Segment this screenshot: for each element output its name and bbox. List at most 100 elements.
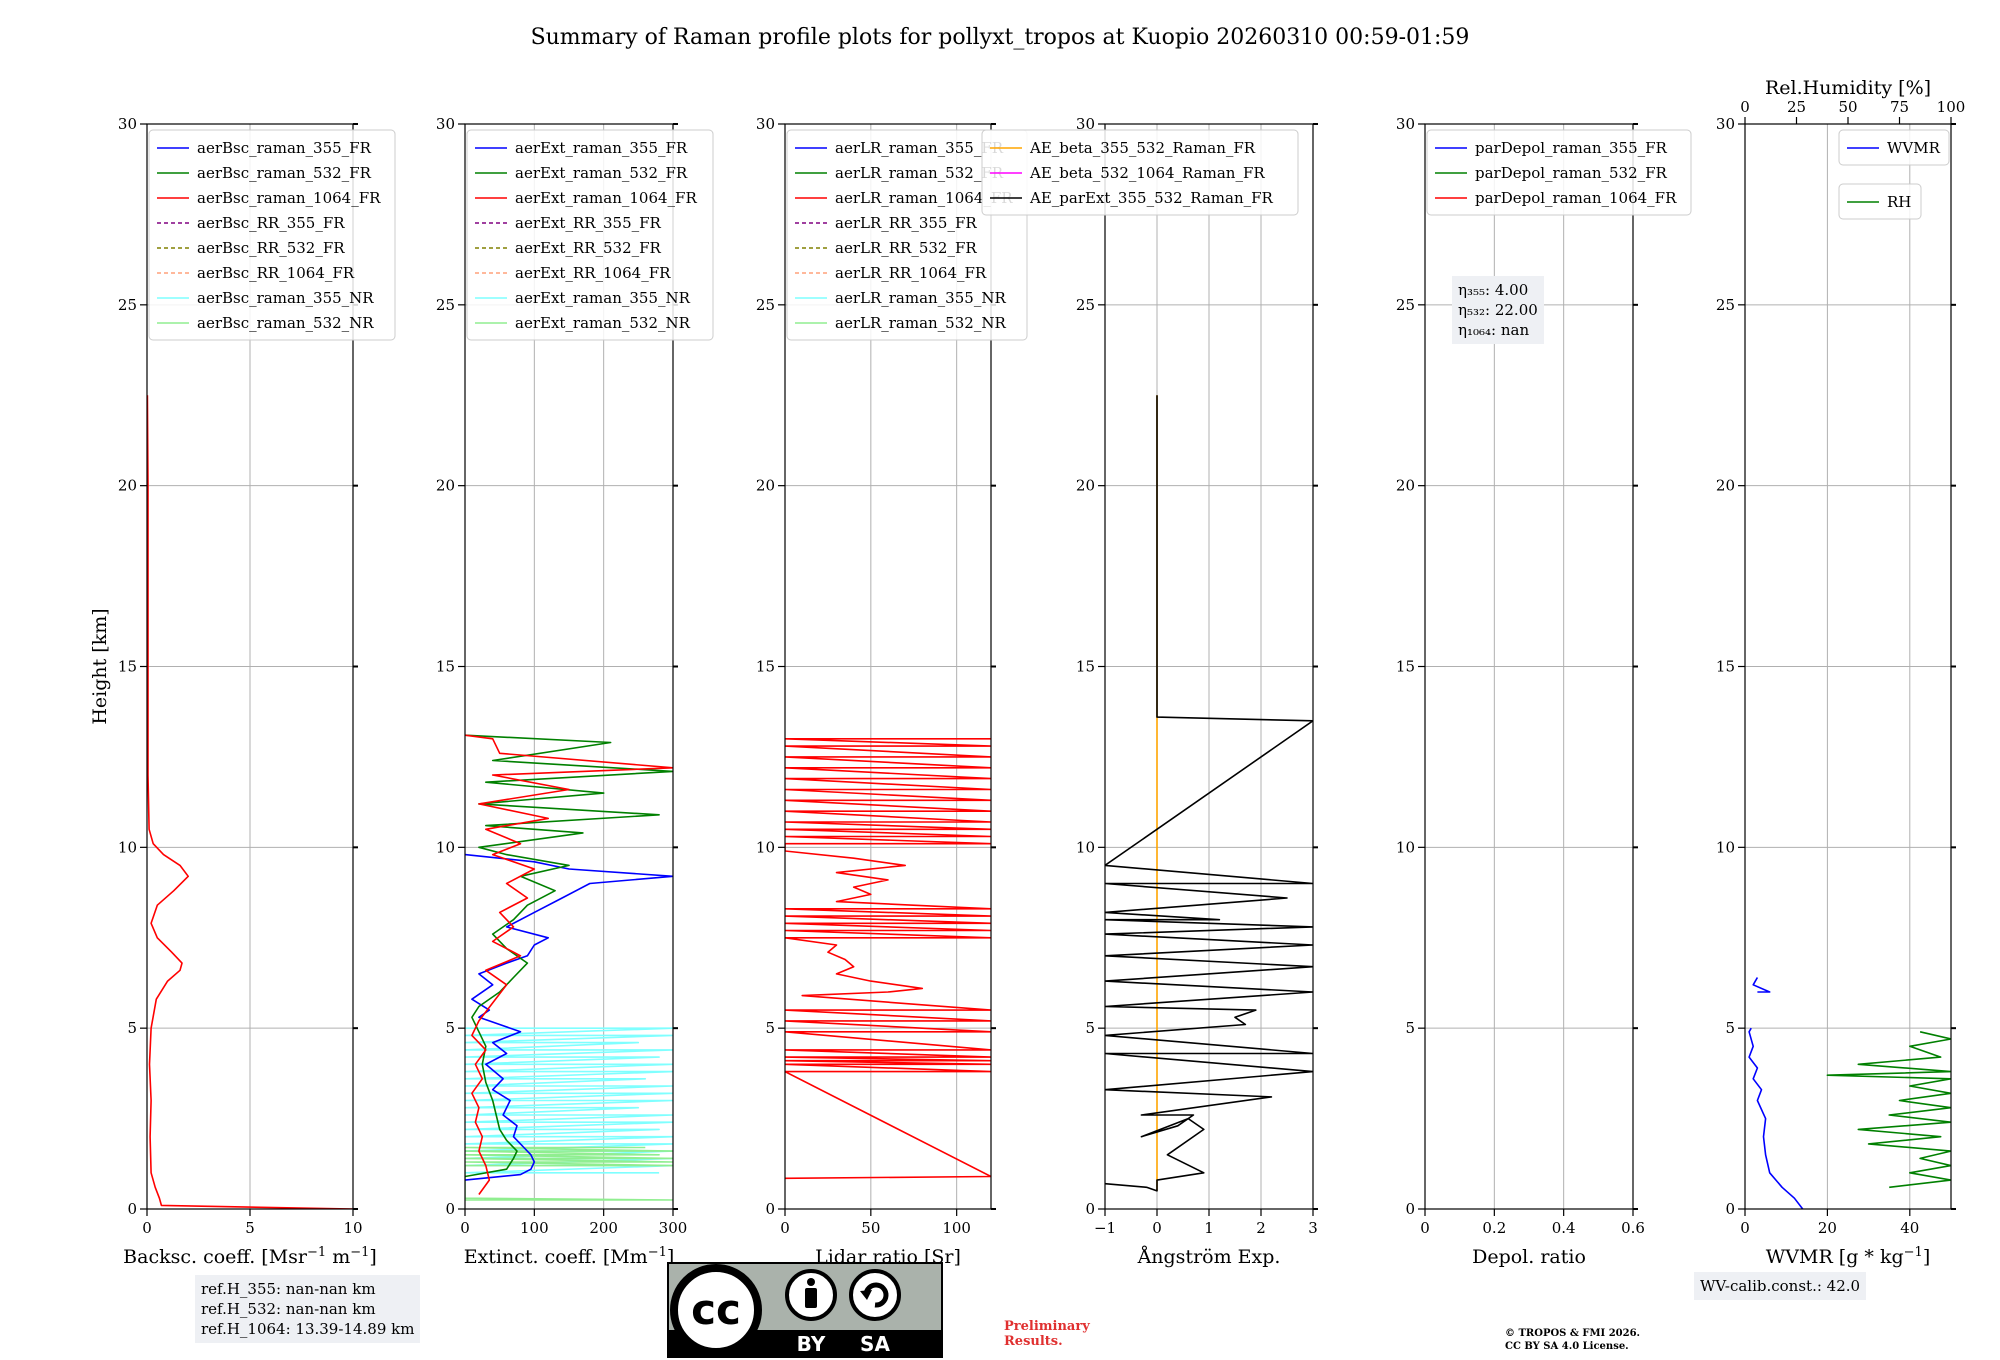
x-tick-label: 0.6 [1621,1219,1645,1237]
y-tick-label: 20 [436,477,455,495]
series-group [1748,977,1951,1209]
ref-h-355-label: ref.H_355: nan-nan km [201,1280,376,1298]
legend-entry: AE_parExt_355_532_Raman_FR [1029,189,1274,207]
eta-annotation-box: η₃₅₅: 4.00 η₅₃₂: 22.00 η₁₀₆₄: nan [1452,276,1544,344]
legend: aerBsc_raman_355_FR aerBsc_raman_532_FRae… [148,129,396,341]
legend-entry: aerBsc_raman_355_FR [197,139,372,157]
legend-entry: aerLR_raman_532_FR [835,164,1004,182]
y-tick-label: 10 [756,838,775,856]
y-tick-label: 25 [756,296,775,314]
y-tick-label: 10 [1716,838,1735,856]
legend-entry: aerBsc_raman_355_NR [197,289,374,307]
series-line-AE_parExt_355_532_Raman_FR [1105,395,1313,1192]
legend-entry: AE_beta_532_1064_Raman_FR [1029,164,1265,182]
x-tick-label: 40 [1900,1219,1919,1237]
y-tick-label: 20 [1076,477,1095,495]
legend-entry: aerLR_RR_1064_FR [835,264,987,282]
top-x-tick-label: 50 [1838,98,1857,116]
y-tick-label: 0 [1725,1200,1735,1218]
y-axis-label: Height [km] [89,608,111,724]
legend-entry: aerLR_raman_532_NR [835,314,1006,332]
y-tick-label: 0 [445,1200,455,1218]
legend-entry: aerBsc_raman_532_NR [197,314,374,332]
x-axis-label: Extinct. coeff. [Mm−1] [464,1245,675,1269]
y-tick-label: 25 [436,296,455,314]
y-tick-label: 0 [1085,1200,1095,1218]
legend-entry: aerLR_RR_355_FR [835,214,977,232]
copyright-note: © TROPOS & FMI 2026. CC BY SA 4.0 Licens… [1505,1327,1640,1353]
legend-entry: aerExt_raman_355_NR [515,289,691,307]
legend-entry: parDepol_raman_355_FR [1475,139,1668,157]
series-line-aerExt_raman_1064_FR [465,734,673,1195]
top-x-tick-label: 25 [1787,98,1806,116]
y-tick-label: 25 [118,296,137,314]
legend-entry: aerBsc_RR_355_FR [197,214,345,232]
x-tick-label: 0 [780,1219,790,1237]
reference-height-box: ref.H_355: nan-nan km ref.H_532: nan-nan… [195,1275,421,1343]
y-tick-label: 5 [1405,1019,1415,1037]
series-line-aerBsc_raman_1064_FR [147,395,353,1209]
y-tick-label: 20 [1716,477,1735,495]
top-x-tick-label: 0 [1740,98,1750,116]
series-line-aerLR_raman_1064_FR [785,737,991,1180]
series-line-aerExt_raman_532_FR [465,734,673,1178]
y-tick-label: 30 [1076,115,1095,133]
y-tick-label: 10 [436,838,455,856]
x-tick-label: 0.4 [1552,1219,1576,1237]
sa-share-alike-icon [849,1269,901,1321]
y-tick-label: 0 [127,1200,137,1218]
panel-depolarization: 0 0.2 0.4 0.6 0 5 10 15 20 25 30 Depol. ratio parDep… [1396,115,1692,1268]
top-x-tick-label: 100 [1937,98,1966,116]
x-tick-label: 1 [1204,1219,1214,1237]
y-tick-label: 15 [756,658,775,676]
x-tick-label: 20 [1818,1219,1837,1237]
legend-entry: aerLR_raman_355_FR [835,139,1004,157]
legend-entry: aerBsc_raman_1064_FR [197,189,381,207]
cc-logo-icon [670,1264,762,1356]
x-tick-label: 50 [861,1219,880,1237]
x-tick-label: 200 [589,1219,618,1237]
license-sa-label: SA [860,1332,890,1356]
cc-by-sa-license-badge: cc BY SA [667,1262,943,1358]
x-axis-label: Ångström Exp. [1137,1246,1281,1268]
series-line-WVMR [1748,1027,1804,1209]
legend: aerExt_raman_355_FR aerExt_raman_532_FRae… [466,129,714,341]
x-axis-label: WVMR [g * kg−1] [1766,1245,1930,1269]
y-tick-label: 15 [1076,658,1095,676]
x-tick-label: 0 [1740,1219,1750,1237]
panel-extinction: 0 100 200 300 0 5 10 15 20 25 30 Extinct. coeff. [M… [436,115,714,1269]
y-tick-label: 20 [756,477,775,495]
x-axis-label: Backsc. coeff. [Msr−1 m−1] [123,1245,377,1269]
ref-h-532-label: ref.H_532: nan-nan km [201,1300,376,1318]
series-group [785,737,991,1180]
legend-entry: aerExt_raman_532_NR [515,314,691,332]
y-tick-label: 25 [1396,296,1415,314]
preliminary-results-note: Preliminary Results. [1004,1319,1090,1349]
y-tick-label: 5 [1725,1019,1735,1037]
x-tick-label: 300 [659,1219,688,1237]
figure-title: Summary of Raman profile plots for polly… [531,25,1470,50]
x-tick-label: 0 [1420,1219,1430,1237]
legend-entry: AE_beta_355_532_Raman_FR [1029,139,1256,157]
eta-532-label: η₅₃₂: 22.00 [1458,301,1538,319]
y-tick-label: 30 [118,115,137,133]
series-group [1105,395,1313,1192]
series-line-RH [1826,1031,1951,1189]
y-tick-label: 15 [1396,658,1415,676]
eta-1064-label: η₁₀₆₄: nan [1458,321,1530,339]
legend-entry: aerExt_raman_532_FR [515,164,688,182]
y-tick-label: 10 [118,838,137,856]
x-axis-label: Depol. ratio [1472,1246,1586,1268]
y-tick-label: 30 [756,115,775,133]
series-group [147,395,353,1209]
legend-entry: parDepol_raman_532_FR [1475,164,1668,182]
y-tick-label: 5 [127,1019,137,1037]
legend-entry: parDepol_raman_1064_FR [1475,189,1677,207]
y-tick-label: 5 [765,1019,775,1037]
wv-calib-label: WV-calib.const.: 42.0 [1700,1277,1861,1295]
y-tick-label: 20 [118,477,137,495]
legend: AE_beta_355_532_Raman_FR AE_beta_532_1064… [981,129,1299,216]
